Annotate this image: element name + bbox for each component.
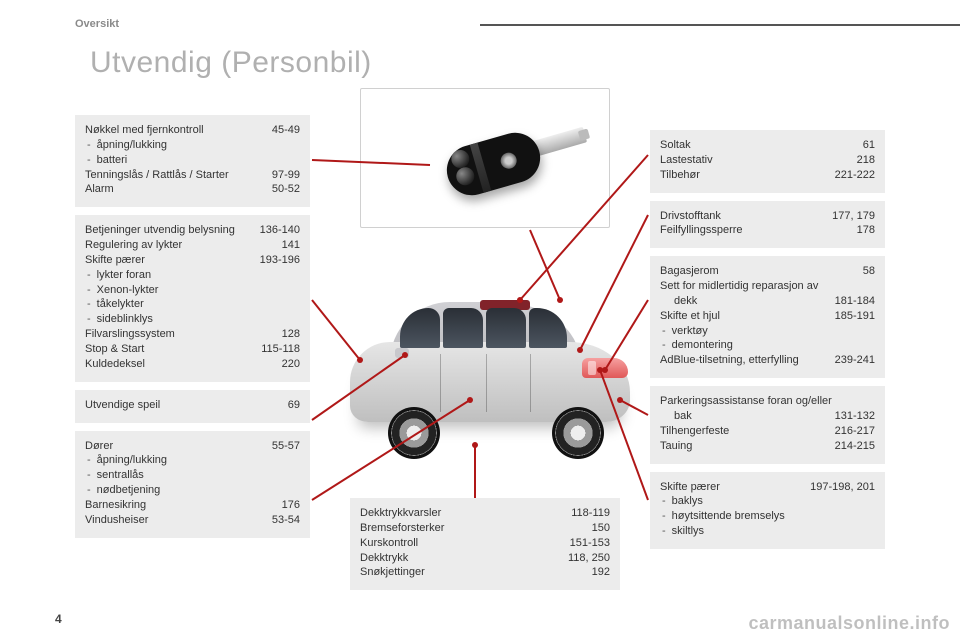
lbl: Sett for midlertidig reparasjon av <box>660 279 875 294</box>
pages: 197-198, 201 <box>810 480 875 495</box>
lbl: Dekktrykkvarsler <box>360 506 571 521</box>
section-label: Oversikt <box>75 18 119 30</box>
page-title: Utvendig (Personbil) <box>90 46 372 80</box>
manual-page: { "page": { "section_label": "Oversikt",… <box>0 0 960 640</box>
lbl: Dører <box>85 439 272 454</box>
lbl: Dekktrykk <box>360 551 568 566</box>
box-parking: Parkeringsassistanse foran og/eller bak1… <box>650 386 885 463</box>
watermark: carmanualsonline.info <box>748 613 950 634</box>
box-mirrors: Utvendige speil69 <box>75 390 310 423</box>
pages: 45-49 <box>272 123 300 138</box>
pages: 176 <box>282 498 300 513</box>
sub: åpning/lukking <box>97 138 167 153</box>
sub: tåkelykter <box>97 297 144 312</box>
pages: 178 <box>857 223 875 238</box>
lbl: Bagasjerom <box>660 264 863 279</box>
pages: 218 <box>857 153 875 168</box>
box-roof: Soltak61 Lastestativ218 Tilbehør221-222 <box>650 130 885 193</box>
sub: lykter foran <box>97 268 151 283</box>
sub: Xenon-lykter <box>97 283 159 298</box>
pages: 118-119 <box>571 506 610 521</box>
left-column: Nøkkel med fjernkontroll45-49 åpning/luk… <box>75 115 310 546</box>
sub: høytsittende bremselys <box>672 509 785 524</box>
pages: 131-132 <box>835 409 875 424</box>
box-keys: Nøkkel med fjernkontroll45-49 åpning/luk… <box>75 115 310 207</box>
sub: batteri <box>97 153 128 168</box>
lbl: Nøkkel med fjernkontroll <box>85 123 272 138</box>
pages: 61 <box>863 138 875 153</box>
lbl: Alarm <box>85 182 272 197</box>
lbl: Skifte pærer <box>660 480 810 495</box>
lbl: Vindusheiser <box>85 513 272 528</box>
box-rearbulbs: Skifte pærer197-198, 201 baklys høytsitt… <box>650 472 885 549</box>
pages: 50-52 <box>272 182 300 197</box>
pages: 136-140 <box>260 223 300 238</box>
sub: sideblinklys <box>97 312 153 327</box>
sub: baklys <box>672 494 703 509</box>
lbl: Utvendige speil <box>85 398 288 413</box>
pages: 216-217 <box>835 424 875 439</box>
box-underbody: Dekktrykkvarsler118-119 Bremseforsterker… <box>350 498 620 590</box>
lbl: Soltak <box>660 138 863 153</box>
pages: 128 <box>282 327 300 342</box>
pages: 221-222 <box>835 168 875 183</box>
lbl: Feilfyllingssperre <box>660 223 857 238</box>
sub: åpning/lukking <box>97 453 167 468</box>
sub: skiltlys <box>672 524 704 539</box>
lbl: Regulering av lykter <box>85 238 282 253</box>
lbl: Betjeninger utvendig belysning <box>85 223 260 238</box>
pages: 220 <box>282 357 300 372</box>
lbl: dekk <box>674 294 835 309</box>
lbl: Stop & Start <box>85 342 261 357</box>
lbl: Kuldedeksel <box>85 357 282 372</box>
pages: 55-57 <box>272 439 300 454</box>
box-lights: Betjeninger utvendig belysning136-140 Re… <box>75 215 310 381</box>
sub: demontering <box>672 338 733 353</box>
pages: 193-196 <box>260 253 300 268</box>
pages: 118, 250 <box>568 551 610 566</box>
lbl: Tilhengerfeste <box>660 424 835 439</box>
pages: 177, 179 <box>832 209 875 224</box>
sub: sentrallås <box>97 468 144 483</box>
pages: 58 <box>863 264 875 279</box>
right-column: Soltak61 Lastestativ218 Tilbehør221-222 … <box>650 130 885 557</box>
box-fuel: Drivstofftank177, 179 Feilfyllingssperre… <box>650 201 885 249</box>
lbl: Drivstofftank <box>660 209 832 224</box>
pages: 181-184 <box>835 294 875 309</box>
pages: 150 <box>592 521 610 536</box>
lbl: Skifte pærer <box>85 253 260 268</box>
sub: verktøy <box>672 324 708 339</box>
pages: 185-191 <box>835 309 875 324</box>
lbl: Barnesikring <box>85 498 282 513</box>
pages: 69 <box>288 398 300 413</box>
lbl: Filvarslingssystem <box>85 327 282 342</box>
lbl: Tauing <box>660 439 835 454</box>
box-wheel: Bagasjerom58 Sett for midlertidig repara… <box>650 256 885 378</box>
pages: 214-215 <box>835 439 875 454</box>
lbl: bak <box>674 409 835 424</box>
lbl: Tilbehør <box>660 168 835 183</box>
sub: nødbetjening <box>97 483 161 498</box>
lbl: Parkeringsassistanse foran og/eller <box>660 394 875 409</box>
box-doors: Dører55-57 åpning/lukking sentrallås nød… <box>75 431 310 538</box>
car-illustration <box>340 262 640 467</box>
pages: 151-153 <box>570 536 610 551</box>
lbl: Snøkjettinger <box>360 565 592 580</box>
pages: 115-118 <box>261 342 300 357</box>
pages: 239-241 <box>835 353 875 368</box>
lbl: Tenningslås / Rattlås / Starter <box>85 168 272 183</box>
lbl: Bremseforsterker <box>360 521 592 536</box>
lbl: AdBlue-tilsetning, etterfylling <box>660 353 835 368</box>
header-rule <box>480 24 960 26</box>
page-number: 4 <box>55 612 62 626</box>
key-illustration <box>360 88 610 228</box>
lbl: Lastestativ <box>660 153 857 168</box>
lbl: Skifte et hjul <box>660 309 835 324</box>
pages: 97-99 <box>272 168 300 183</box>
pages: 53-54 <box>272 513 300 528</box>
pages: 192 <box>592 565 610 580</box>
pages: 141 <box>282 238 300 253</box>
lbl: Kurskontroll <box>360 536 570 551</box>
